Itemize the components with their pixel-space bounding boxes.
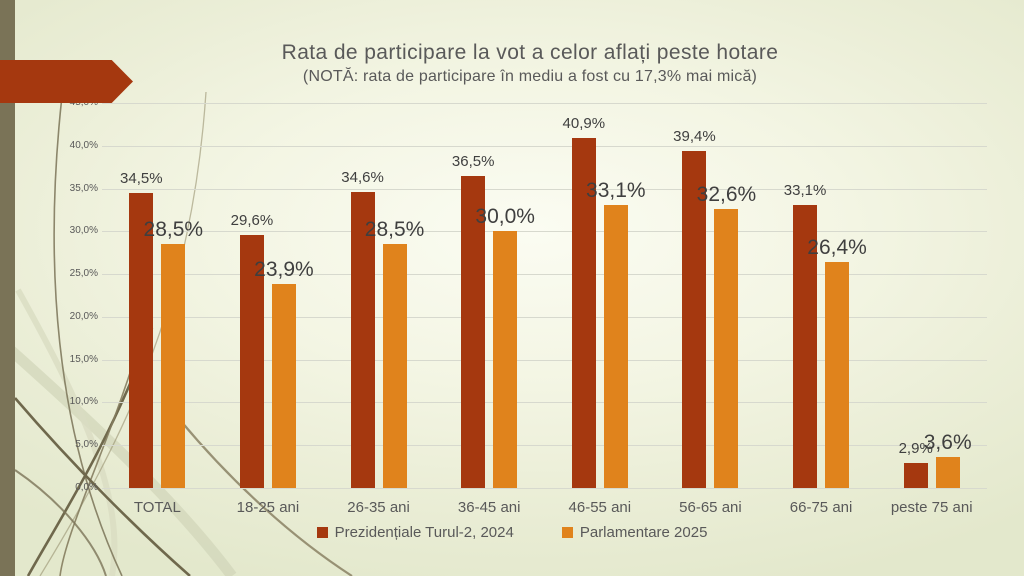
legend-item-presidential: Prezidențiale Turul-2, 2024 bbox=[316, 524, 514, 541]
bar-value-label: 32,6% bbox=[696, 183, 757, 207]
bar-value-label: 33,1% bbox=[586, 178, 646, 202]
y-tick-label: 35,0% bbox=[69, 182, 98, 194]
bar bbox=[461, 175, 486, 488]
bar bbox=[350, 191, 375, 488]
bar bbox=[935, 457, 960, 488]
x-axis-label: 56-65 ani bbox=[679, 499, 742, 516]
bar bbox=[382, 244, 407, 488]
bar bbox=[571, 138, 596, 488]
legend-marker-presidential bbox=[316, 527, 328, 538]
gridline bbox=[102, 445, 987, 447]
bar-value-label: 30,0% bbox=[475, 205, 535, 229]
x-axis-label: peste 75 ani bbox=[890, 499, 973, 516]
gridline bbox=[102, 316, 987, 318]
bar-value-label: 3,6% bbox=[923, 431, 972, 455]
x-axis-label: 66-75 ani bbox=[789, 499, 853, 516]
bar-value-label: 40,9% bbox=[562, 115, 606, 133]
gridline bbox=[102, 103, 987, 104]
gridline bbox=[102, 274, 987, 276]
x-axis-label: 36-45 ani bbox=[457, 499, 521, 516]
bar bbox=[603, 204, 628, 488]
x-axis-label: 46-55 ani bbox=[568, 499, 632, 516]
bar-value-label: 39,4% bbox=[673, 127, 716, 145]
gridline bbox=[102, 188, 987, 190]
bar-value-label: 2,9% bbox=[898, 440, 933, 458]
bar bbox=[714, 209, 739, 488]
y-tick-label: 40,0% bbox=[69, 139, 98, 151]
bar-chart: 45,0%40,0%35,0%30,0%25,0%20,0%15,0%10,0%… bbox=[60, 97, 1000, 553]
y-tick-label: 25,0% bbox=[69, 268, 98, 280]
y-axis: 45,0%40,0%35,0%30,0%25,0%20,0%15,0%10,0%… bbox=[60, 97, 100, 493]
y-tick-label: 10,0% bbox=[69, 396, 98, 408]
bar-value-label: 33,1% bbox=[783, 181, 827, 199]
bar bbox=[682, 150, 707, 488]
y-tick-label: 5,0% bbox=[75, 439, 98, 451]
y-tick-label: 20,0% bbox=[69, 310, 98, 322]
bar bbox=[825, 262, 850, 488]
chart-legend: Prezidențiale Turul-2, 2024 Parlamentare… bbox=[0, 524, 1024, 541]
bar-value-label: 29,6% bbox=[230, 211, 274, 229]
chart-title: Rata de participare la vot a celor aflaț… bbox=[281, 41, 779, 64]
gridline bbox=[102, 231, 987, 233]
x-axis-label: TOTAL bbox=[133, 499, 181, 516]
bar-value-label: 28,5% bbox=[364, 218, 425, 242]
gridline bbox=[102, 402, 987, 404]
bar-value-label: 26,4% bbox=[807, 236, 867, 260]
legend-label-presidential: Prezidențiale Turul-2, 2024 bbox=[334, 524, 514, 541]
bar-value-label: 23,9% bbox=[254, 257, 314, 281]
title-block: Rata de participare la vot a celor aflaț… bbox=[70, 40, 990, 88]
x-axis-label: 26-35 ani bbox=[347, 499, 410, 516]
bar-value-label: 36,5% bbox=[451, 152, 495, 170]
x-axis: TOTAL 18-25 ani 26-35 ani 36-45 ani 46-55 an… bbox=[102, 103, 987, 523]
y-tick-label: 30,0% bbox=[69, 225, 98, 237]
gridline bbox=[102, 145, 987, 147]
legend-label-parliamentary: Parlamentare 2025 bbox=[579, 524, 708, 541]
gridline bbox=[102, 488, 987, 489]
legend-marker-parliamentary bbox=[561, 527, 573, 538]
bar bbox=[903, 463, 928, 488]
bar-value-label: 34,6% bbox=[341, 168, 384, 186]
bar bbox=[793, 204, 818, 488]
gridline bbox=[102, 359, 987, 361]
y-tick-label: 0,0% bbox=[75, 482, 98, 493]
legend-item-parliamentary: Parlamentare 2025 bbox=[561, 524, 708, 541]
bar bbox=[493, 231, 518, 488]
x-axis-label: 18-25 ani bbox=[236, 499, 300, 516]
chart-subtitle: (NOTĂ: rata de participare în mediu a fo… bbox=[302, 68, 758, 85]
y-tick-label: 15,0% bbox=[69, 353, 98, 365]
